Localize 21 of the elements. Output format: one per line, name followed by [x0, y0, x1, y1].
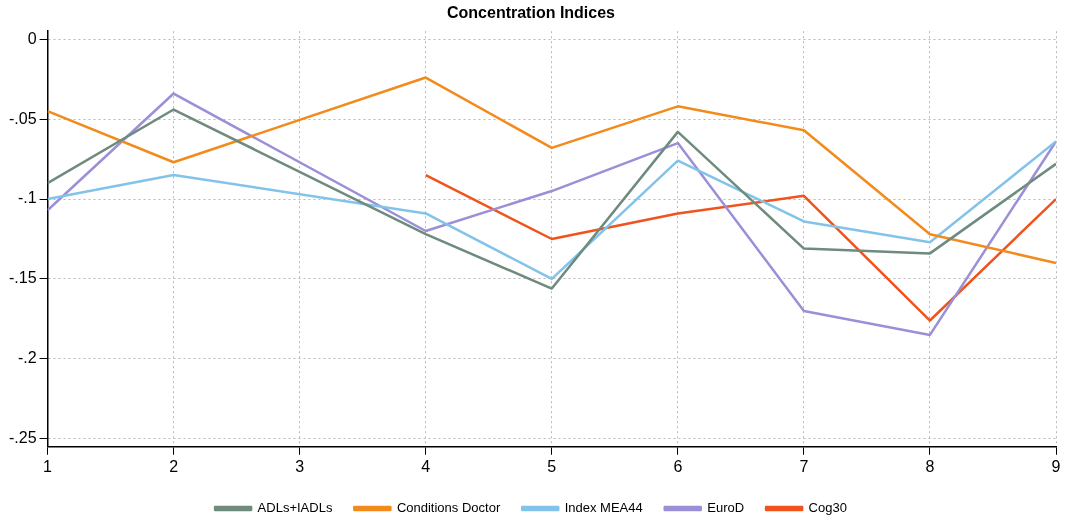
y-tick-label: -.2	[17, 349, 37, 367]
x-tick-label: 1	[43, 457, 53, 475]
x-tick-label: 3	[295, 457, 305, 475]
x-tick-label: 4	[421, 457, 431, 475]
x-tick-label: 2	[169, 457, 179, 475]
y-tick-label: -.05	[8, 109, 37, 127]
chart-title: Concentration Indices	[446, 4, 616, 22]
x-tick-label: 7	[799, 457, 809, 475]
x-tick-label: 9	[1051, 457, 1061, 475]
legend-label: Index MEA44	[564, 500, 643, 516]
legend-label: EuroD	[707, 500, 745, 516]
x-tick-label: 5	[547, 457, 557, 475]
y-tick-label: 0	[27, 29, 37, 47]
y-tick-label: -.15	[8, 269, 37, 287]
legend-label: ADLs+IADLs	[257, 500, 333, 516]
x-tick-label: 8	[925, 457, 935, 475]
legend-label: Cog30	[808, 500, 847, 516]
y-tick-label: -.1	[17, 189, 37, 207]
x-tick-label: 6	[673, 457, 683, 475]
y-tick-label: -.25	[8, 429, 37, 447]
legend-label: Conditions Doctor	[396, 500, 501, 516]
